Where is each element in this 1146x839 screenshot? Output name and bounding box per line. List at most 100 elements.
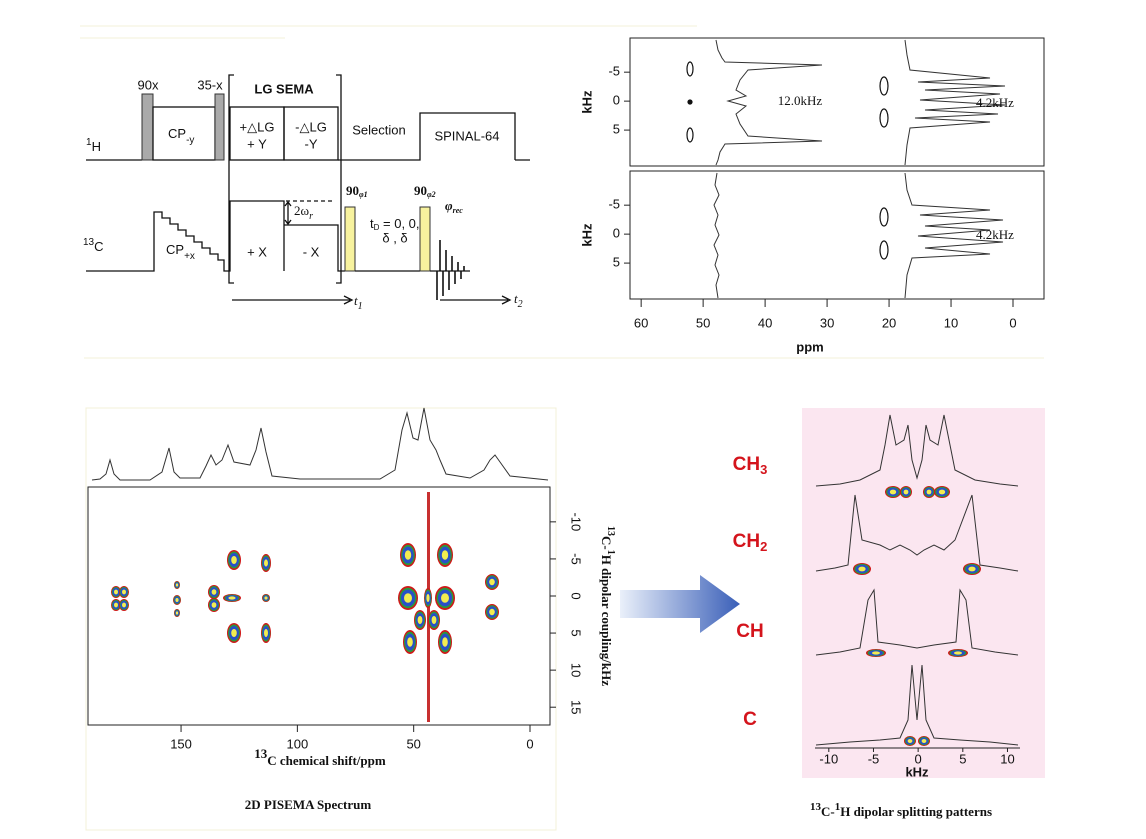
- label: 35-x: [197, 77, 223, 92]
- main: CP: [166, 242, 184, 257]
- sub: rec: [453, 206, 464, 215]
- contour: [114, 602, 118, 608]
- x-axis-label: 13C chemical shift/ppm: [254, 746, 386, 768]
- y-tick-label: 10: [569, 663, 584, 677]
- contours: [111, 492, 499, 722]
- contour: [879, 108, 889, 128]
- caption: 13C-1H dipolar splitting patterns: [810, 801, 992, 819]
- contour: [879, 207, 889, 227]
- group-label: CH3: [733, 454, 768, 477]
- contour: [858, 566, 866, 572]
- label: CP-y: [168, 126, 194, 145]
- label: δ , δ: [382, 230, 407, 245]
- label: 90φ1: [346, 183, 368, 199]
- main: C: [743, 709, 757, 730]
- main: t: [514, 291, 518, 306]
- contour: [879, 76, 889, 96]
- contour: [114, 589, 118, 595]
- main: t: [370, 216, 374, 231]
- panel: [802, 408, 1045, 778]
- contour: [426, 594, 430, 602]
- y-tick-label: 15: [569, 700, 584, 714]
- group-label: CH2: [733, 531, 768, 554]
- contour: [122, 602, 126, 608]
- caption: 2D PISEMA Spectrum: [245, 797, 372, 812]
- contour: [489, 578, 495, 586]
- x-tick-label: 100: [287, 736, 309, 751]
- x-tick-label: 50: [406, 736, 420, 751]
- time-arrow: [232, 295, 512, 305]
- sup: 1: [835, 801, 841, 813]
- label: SPINAL-64: [434, 128, 499, 143]
- sub: D: [374, 223, 380, 232]
- contour: [954, 651, 962, 655]
- y-tick-label: -5: [608, 197, 620, 212]
- spinal-block: [338, 112, 516, 161]
- main: H dipolar splitting patterns: [840, 804, 992, 819]
- contour: [872, 651, 880, 655]
- contour: [442, 637, 448, 647]
- annotation: 4.2kHz: [976, 95, 1014, 110]
- x-tick-label: 30: [820, 315, 834, 330]
- pisema-spectrum: 13C chemical shift/ppm 13C-1H dipolar co…: [85, 407, 616, 831]
- y-tick-label: 5: [613, 122, 620, 137]
- x-tick-label: 40: [758, 315, 772, 330]
- sup: 13: [605, 526, 616, 536]
- contour: [407, 637, 413, 647]
- main: 90: [346, 183, 359, 198]
- sub: φ1: [359, 190, 368, 199]
- main: H dipolar coupling/kHz: [599, 555, 614, 686]
- contour: [404, 550, 412, 560]
- contour: [228, 596, 236, 600]
- x-tick-label: 150: [170, 736, 192, 751]
- trace: [904, 172, 1004, 299]
- label: + Y: [247, 136, 267, 151]
- y-axis-label: kHz: [579, 223, 594, 247]
- main: C: [94, 239, 103, 254]
- contour: [686, 61, 694, 77]
- trace: [815, 414, 1019, 487]
- trace: [904, 39, 1006, 166]
- plot-area: [87, 486, 551, 726]
- contour: [211, 589, 217, 595]
- sup: 1: [86, 137, 92, 148]
- x-tick-label: -10: [819, 751, 838, 766]
- contour: [211, 602, 217, 608]
- bracket: [228, 74, 342, 284]
- pulse: [141, 93, 154, 161]
- sub: 2: [760, 539, 767, 554]
- c-channel: [86, 200, 345, 272]
- main: = 0, 0,: [379, 216, 419, 231]
- splitting-patterns: kHz 13C-1H dipolar splitting patterns -1…: [802, 408, 1045, 819]
- contour: [175, 611, 179, 615]
- sub: +x: [184, 251, 195, 262]
- x-tick-label: 10: [944, 315, 958, 330]
- omega-arrow: [284, 200, 292, 226]
- y-tick-label: -10: [569, 512, 584, 531]
- x-tick-label: 0: [526, 736, 533, 751]
- label: -Y: [305, 136, 318, 151]
- sub: r: [309, 211, 313, 222]
- sup: 13: [83, 237, 95, 248]
- x-tick-label: 60: [634, 315, 648, 330]
- label: 2ωr: [294, 203, 313, 222]
- group-label: C: [743, 709, 757, 730]
- sub: -y: [186, 135, 194, 146]
- label: t2: [514, 291, 523, 310]
- annotation: 4.2kHz: [976, 227, 1014, 242]
- label: LG SEMA: [254, 81, 314, 96]
- label: 1H: [86, 137, 101, 155]
- pulse-sequence: 90x 35-x LG SEMA 1H CP-y +△LG + Y -△LG -…: [80, 25, 1044, 359]
- label: 13C: [83, 237, 104, 255]
- fid: [436, 240, 465, 300]
- pulse: [344, 206, 356, 272]
- contours: [686, 61, 889, 260]
- trace: [713, 172, 720, 299]
- main: C chemical shift/ppm: [267, 753, 386, 768]
- y-tick-label: -5: [569, 553, 584, 565]
- contour: [879, 240, 889, 260]
- label: tD = 0, 0,: [370, 216, 420, 232]
- contour: [903, 489, 909, 495]
- y-axis-label: kHz: [579, 90, 594, 114]
